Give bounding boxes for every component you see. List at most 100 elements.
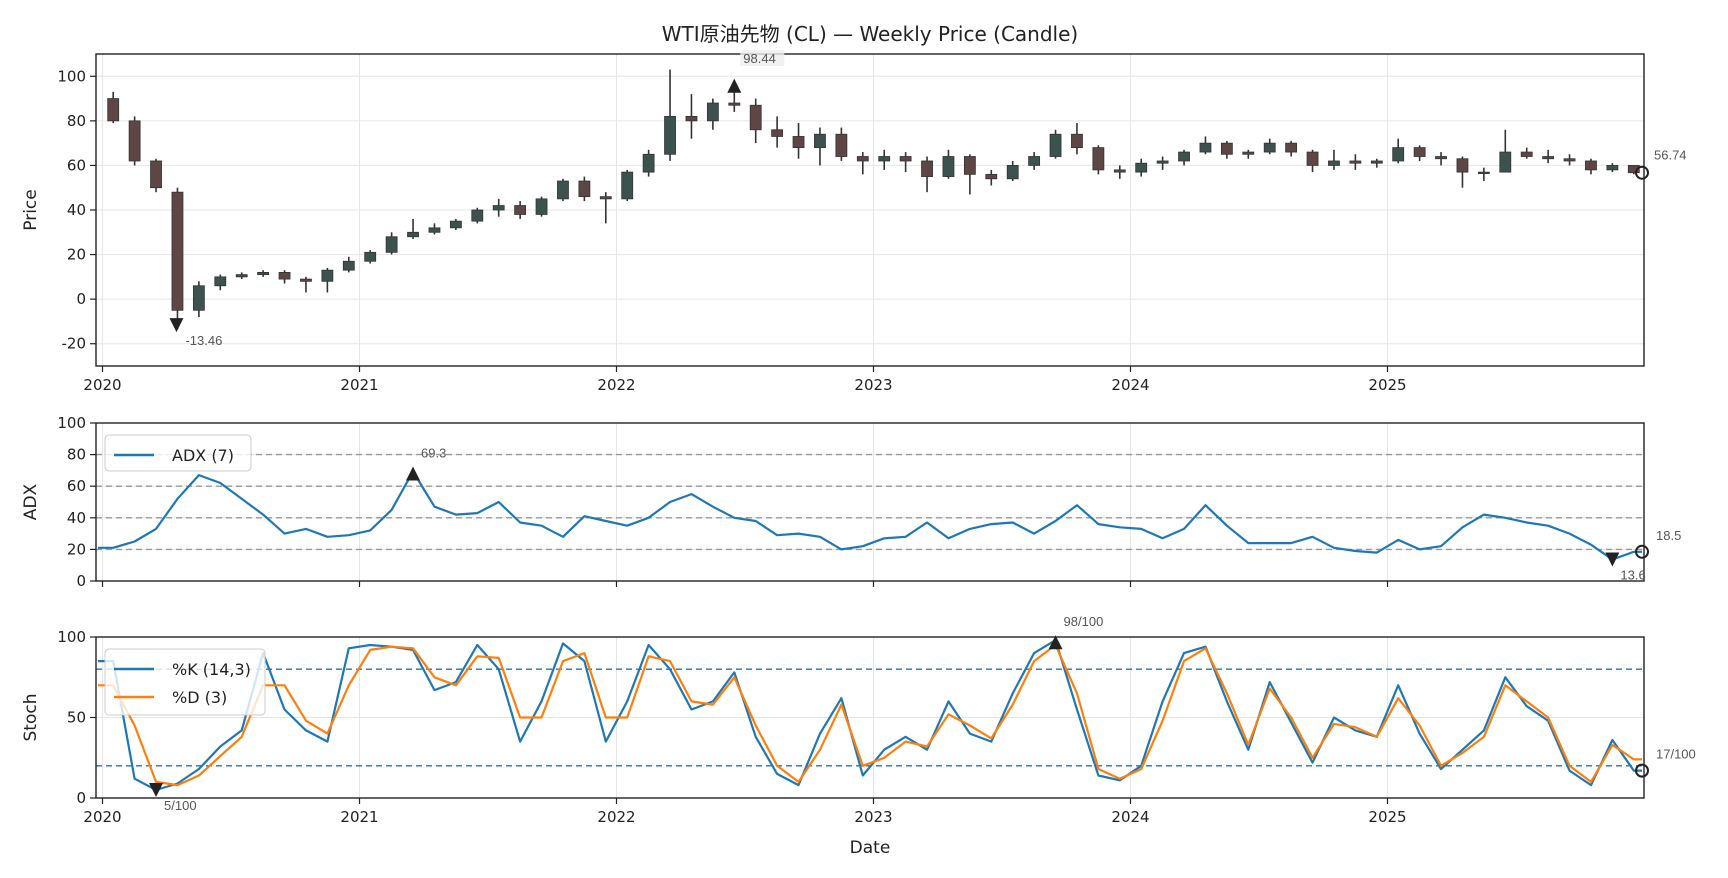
candle-body: [1028, 156, 1041, 166]
candle-body: [1049, 133, 1062, 157]
candle-body: [1435, 156, 1447, 160]
candle: [1135, 158, 1148, 177]
y-tick-label: 80: [67, 112, 86, 130]
candle: [557, 178, 569, 202]
max-marker-icon: [1048, 635, 1063, 650]
candle: [1499, 129, 1512, 173]
candle-body: [1071, 133, 1083, 149]
candle: [128, 116, 141, 166]
y-tick-label: 100: [57, 628, 86, 646]
candle: [1435, 152, 1447, 166]
candle-body: [642, 153, 655, 173]
min-marker-icon: [1605, 552, 1620, 567]
candle: [1456, 156, 1469, 188]
candle: [1049, 129, 1062, 159]
candle: [792, 123, 805, 159]
max-marker-icon: [727, 78, 742, 93]
adx-panel: 0 20 40 60 80 100 ADX 69.3 13.6 18.5 ADX (7): [21, 414, 1681, 590]
x-tick-label: 2022: [597, 808, 635, 826]
candle-body: [257, 271, 270, 276]
chart-title: WTI原油先物 (CL) — Weekly Price (Candle): [662, 22, 1078, 46]
candle: [771, 116, 784, 148]
candle: [1328, 149, 1340, 170]
candle-body: [535, 198, 548, 215]
x-tick-label: 2025: [1368, 808, 1406, 826]
candle-body: [1606, 165, 1619, 171]
y-tick-label: 0: [76, 572, 86, 590]
candle: [428, 223, 441, 235]
candle-body: [814, 133, 826, 149]
candle-body: [428, 227, 441, 233]
min-marker-icon: [149, 782, 164, 797]
price-panel: 2020 2021 2022 2023 2024 2025 -20 0 20 40 60 80 100 P…: [21, 50, 1687, 394]
candle: [621, 169, 634, 202]
y-axis-label: ADX: [21, 483, 41, 520]
x-tick-label: 2022: [597, 376, 635, 394]
legend: ADX (7): [104, 434, 252, 472]
x-tick-label: 2024: [1111, 376, 1149, 394]
candle: [814, 127, 826, 166]
max-label-box: [740, 50, 785, 66]
candle: [471, 207, 484, 224]
candle-body: [1113, 169, 1126, 173]
candle: [685, 94, 698, 139]
candle-body: [899, 156, 912, 162]
candle-body: [364, 251, 377, 262]
candle: [1306, 149, 1319, 173]
candle-body: [942, 156, 955, 177]
x-tick-label: 2021: [340, 808, 378, 826]
y-tick-label: 60: [67, 156, 86, 174]
y-tick-label: -20: [62, 335, 87, 353]
candle: [664, 69, 676, 161]
candle-body: [1006, 165, 1019, 180]
candle: [1156, 156, 1169, 170]
candle-body: [1499, 151, 1512, 173]
candle: [1606, 163, 1619, 173]
x-axis-label: Date: [850, 838, 891, 858]
candle-body: [878, 156, 891, 162]
candle-body: [706, 102, 719, 122]
min-label: 13.6: [1620, 568, 1645, 583]
max-marker-icon: [406, 466, 421, 481]
candle: [1113, 165, 1126, 179]
candle: [257, 270, 270, 277]
candle: [1092, 145, 1105, 175]
candle: [514, 201, 527, 219]
candle-body: [1563, 158, 1576, 162]
candle-body: [856, 156, 869, 162]
legend-label: ADX (7): [172, 446, 234, 465]
candle: [1028, 152, 1041, 170]
candle-body: [985, 173, 998, 180]
candle: [921, 156, 933, 193]
candle-body: [921, 160, 933, 177]
candle-body: [407, 231, 419, 238]
min-label: -13.46: [185, 333, 222, 348]
candle: [1563, 154, 1576, 166]
series-line: [98, 470, 1642, 561]
candle: [1285, 140, 1298, 157]
candle-body: [1542, 156, 1555, 160]
candle: [599, 192, 612, 224]
candle: [706, 98, 719, 130]
candle: [642, 149, 655, 177]
candle-body: [599, 196, 612, 200]
y-tick-label: 80: [67, 446, 86, 464]
candle-body: [471, 209, 484, 222]
legend-box: [104, 648, 266, 716]
candle-body: [342, 260, 355, 271]
candle: [385, 232, 398, 255]
candle: [278, 270, 291, 284]
candle-body: [621, 171, 634, 200]
candle-body: [1285, 142, 1298, 153]
y-tick-label: 40: [67, 201, 86, 219]
candle-body: [150, 160, 162, 189]
candle-body: [1477, 171, 1490, 175]
candle-body: [1328, 160, 1340, 166]
candle-body: [1413, 147, 1426, 157]
max-label: 69.3: [421, 446, 446, 461]
candle: [107, 91, 120, 124]
candle: [835, 127, 848, 161]
candle-body: [728, 102, 741, 106]
candle: [1370, 158, 1383, 168]
candle-body: [963, 156, 976, 175]
